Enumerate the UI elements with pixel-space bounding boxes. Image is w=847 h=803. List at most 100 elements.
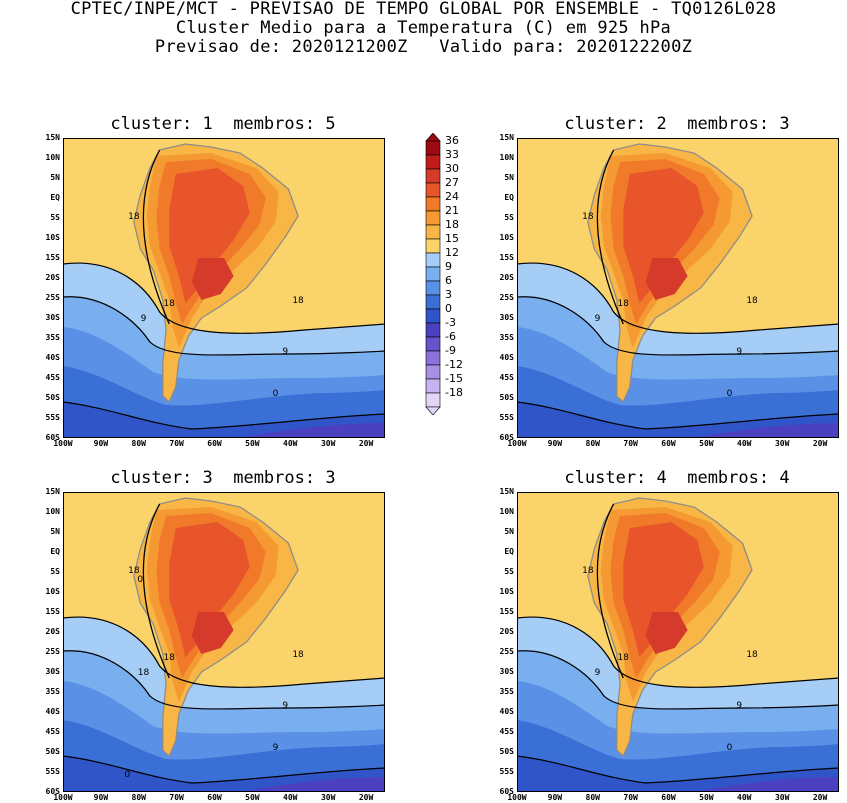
latitude-tick-label: 5S [504,567,514,576]
colorbar-label: 24 [445,190,459,203]
longitude-tick-label: 80W [585,793,600,802]
colorbar-label: 3 [445,288,452,301]
latitude-tick-label: 25S [45,293,60,302]
temperature-band [694,423,839,438]
colorbar-bottom-arrow [425,406,441,416]
colorbar-swatch [425,168,441,184]
contour-line [63,650,385,710]
contour-line [63,296,385,356]
latitude-tick-label: 15N [499,487,514,496]
latitude-tick-label: 10N [499,153,514,162]
contour-label: 0 [125,770,131,780]
temperature-band [191,258,234,300]
latitude-tick-label: EQ [504,193,514,202]
latitude-tick-label: 25S [45,647,60,656]
longitude-tick-label: 50W [699,439,714,448]
latitude-tick-label: 55S [499,767,514,776]
temperature-band [169,522,250,657]
latitude-tick-label: 10S [45,233,60,242]
contour-line [63,755,385,784]
latitude-tick-label: 55S [45,767,60,776]
latitude-tick-label: 60S [45,787,60,796]
contour-line [63,262,385,334]
contour-line [63,616,385,688]
latitude-tick-label: 35S [45,333,60,342]
latitude-tick-label: 35S [45,687,60,696]
temperature-band [645,258,688,300]
longitude-tick-label: 80W [585,439,600,448]
colorbar-swatch [425,322,441,338]
map-panel-cluster-1: 18 18 18 9 9 0 [63,138,385,438]
latitude-tick-label: 40S [499,707,514,716]
latitude-tick-label: 60S [499,433,514,442]
longitude-tick-label: 50W [699,793,714,802]
colorbar-label: 9 [445,260,452,273]
colorbar-swatch [425,280,441,296]
latitude-tick-label: 20S [499,627,514,636]
colorbar-swatch [425,294,441,310]
latitude-tick-label: EQ [504,547,514,556]
contour-label: 18 [128,566,140,576]
latitude-tick-label: 20S [45,627,60,636]
colorbar-swatch [425,154,441,170]
latitude-tick-label: 30S [499,667,514,676]
colorbar-label: -6 [445,330,456,343]
contour-line [63,401,385,430]
longitude-tick-label: 60W [207,793,222,802]
latitude-tick-label: 35S [499,333,514,342]
figure-title-line1: CPTEC/INPE/MCT - PREVISAO DE TEMPO GLOBA… [70,0,777,19]
contour-label: 9 [273,743,279,753]
contour-label: 9 [595,668,601,678]
temperature-band [623,522,704,657]
coastline [133,143,299,404]
colorbar-swatch [425,252,441,268]
longitude-tick-label: 20W [358,793,374,802]
map-panel-cluster-4: 18 18 18 9 9 0 [517,492,839,792]
longitude-tick-label: 100W [507,793,527,802]
longitude-tick-label: 40W [283,793,298,802]
colorbar-swatch [425,308,441,324]
contour-label: 18 [582,212,594,222]
latitude-tick-label: 25S [499,293,514,302]
latitude-tick-label: 50S [45,393,60,402]
contour-label: 18 [164,653,176,663]
contour-line [596,503,624,679]
contour-label: 0 [727,743,733,753]
contour-label: 18 [618,653,630,663]
latitude-tick-label: 15S [45,607,60,616]
latitude-tick-label: 30S [499,313,514,322]
temperature-band [694,777,839,792]
longitude-tick-label: 60W [207,439,222,448]
latitude-tick-label: 5S [50,213,60,222]
longitude-tick-label: 70W [169,439,184,448]
map-frame [63,138,385,438]
longitude-tick-label: 90W [93,793,109,802]
colorbar-label: 6 [445,274,452,287]
contour-label: 18 [138,668,150,678]
latitude-tick-label: 5S [504,213,514,222]
colorbar-swatch [425,392,441,408]
temperature-band [240,423,385,438]
temperature-band [623,168,704,303]
latitude-tick-label: 45S [45,373,60,382]
latitude-tick-label: 45S [45,727,60,736]
colorbar-label: -3 [445,316,456,329]
colorbar-label: 21 [445,204,459,217]
contour-line [517,616,839,688]
contour-label: 0 [137,575,143,585]
colorbar-label: 12 [445,246,459,259]
longitude-tick-label: 20W [358,439,374,448]
longitude-tick-label: 50W [245,793,260,802]
contour-line [142,149,170,325]
temperature-band [169,168,250,303]
contour-label: 18 [292,650,304,660]
latitude-tick-label: 55S [45,413,60,422]
temperature-colorbar [425,132,441,419]
colorbar-top-arrow [425,132,441,142]
contour-line [596,149,624,325]
longitude-tick-label: 40W [737,793,752,802]
contour-label: 18 [292,296,304,306]
colorbar-label: 18 [445,218,459,231]
latitude-tick-label: 40S [45,353,60,362]
latitude-tick-label: EQ [50,547,60,556]
